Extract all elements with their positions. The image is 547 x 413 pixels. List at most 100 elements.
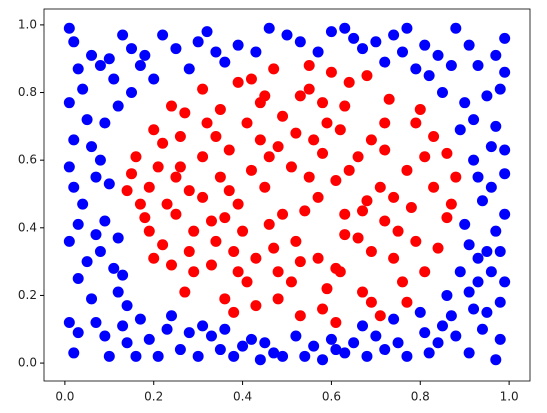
point [365, 296, 377, 308]
point [201, 117, 213, 129]
x-tick-label: 0.0 [55, 390, 74, 404]
point [494, 245, 506, 257]
point [321, 283, 333, 295]
point [263, 151, 275, 163]
point [388, 29, 400, 41]
point [285, 161, 297, 173]
point [245, 333, 257, 345]
point [268, 63, 280, 75]
point [86, 49, 98, 61]
point [188, 225, 200, 237]
y-tick-label: 0.2 [18, 288, 37, 302]
point [490, 49, 502, 61]
axes-frame [43, 8, 531, 382]
point [250, 300, 262, 312]
point [472, 171, 484, 183]
point [165, 100, 177, 112]
x-tick-label: 0.8 [411, 390, 430, 404]
point [139, 49, 151, 61]
point [245, 164, 257, 176]
point [499, 276, 511, 288]
point [121, 337, 133, 349]
point [228, 245, 240, 257]
point [219, 212, 231, 224]
point [170, 208, 182, 220]
point [77, 83, 89, 95]
point [143, 333, 155, 345]
point [117, 269, 129, 281]
point [374, 310, 386, 322]
point [228, 306, 240, 318]
point [245, 73, 257, 85]
point [86, 293, 98, 305]
point [161, 198, 173, 210]
point [174, 344, 186, 356]
point [321, 117, 333, 129]
point [392, 337, 404, 349]
point [294, 90, 306, 102]
point [490, 354, 502, 366]
point [454, 124, 466, 136]
point [99, 330, 111, 342]
point [232, 76, 244, 88]
point [237, 340, 249, 352]
point [170, 171, 182, 183]
point [388, 313, 400, 325]
point [414, 103, 426, 115]
point [472, 59, 484, 71]
point [432, 242, 444, 254]
x-tick-label: 0.2 [144, 390, 163, 404]
point [103, 178, 115, 190]
point [481, 90, 493, 102]
point [117, 29, 129, 41]
point [152, 350, 164, 362]
point [117, 320, 129, 332]
point [68, 134, 80, 146]
point [317, 147, 329, 159]
point [365, 134, 377, 146]
point [99, 117, 111, 129]
point [277, 110, 289, 122]
point [108, 262, 120, 274]
point [330, 344, 342, 356]
point [325, 66, 337, 78]
point [197, 320, 209, 332]
point [183, 245, 195, 257]
point [419, 266, 431, 278]
point [365, 245, 377, 257]
point [112, 232, 124, 244]
point [157, 137, 169, 149]
point [423, 347, 435, 359]
point [419, 39, 431, 51]
point [134, 313, 146, 325]
point [205, 215, 217, 227]
point [339, 208, 351, 220]
point [192, 350, 204, 362]
point [468, 303, 480, 315]
point [205, 259, 217, 271]
point [401, 296, 413, 308]
point [299, 205, 311, 217]
point [472, 252, 484, 264]
point [463, 39, 475, 51]
point [68, 181, 80, 193]
point [357, 320, 369, 332]
point [499, 168, 511, 180]
point [148, 73, 160, 85]
point [285, 276, 297, 288]
point [192, 36, 204, 48]
point [174, 161, 186, 173]
y-tick-label: 0.4 [18, 220, 37, 234]
point [472, 276, 484, 288]
point [214, 344, 226, 356]
point [450, 171, 462, 183]
point [179, 286, 191, 298]
point [476, 195, 488, 207]
point [232, 39, 244, 51]
point [63, 161, 75, 173]
point [339, 100, 351, 112]
point [94, 245, 106, 257]
point [103, 53, 115, 65]
point [219, 323, 231, 335]
